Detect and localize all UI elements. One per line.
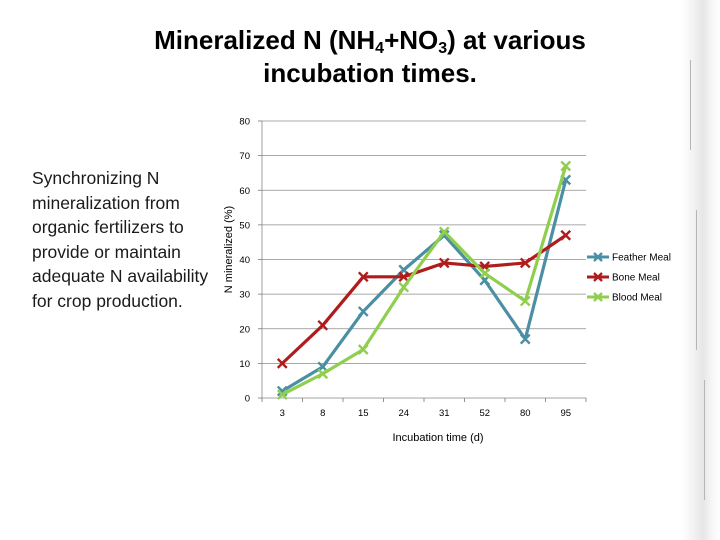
bone-meal-legend-label: Bone Meal bbox=[612, 273, 660, 284]
blood-meal-point bbox=[560, 160, 572, 172]
bone-meal-point bbox=[398, 271, 410, 283]
blood-meal-point bbox=[438, 226, 450, 238]
title-subscript-3: 3 bbox=[438, 40, 448, 57]
title-part-a: Mineralized N (NH bbox=[154, 25, 376, 55]
x-tick-label: 15 bbox=[358, 408, 369, 419]
marker-stroke bbox=[398, 271, 410, 283]
marker-stroke bbox=[593, 292, 603, 302]
title-part-b: +NO bbox=[384, 25, 439, 55]
chart-series bbox=[276, 160, 572, 400]
blood-meal-point bbox=[398, 281, 410, 293]
marker-stroke bbox=[519, 333, 531, 345]
marker-stroke bbox=[398, 281, 410, 293]
blood-meal-point bbox=[357, 344, 369, 355]
x-axis-title: Incubation time (d) bbox=[392, 432, 483, 444]
blood-meal-legend-label: Blood Meal bbox=[612, 293, 662, 304]
marker-stroke bbox=[438, 257, 450, 269]
bone-meal-point bbox=[317, 319, 329, 331]
marker-stroke bbox=[560, 174, 572, 186]
y-tick-label: 20 bbox=[239, 324, 250, 335]
blood-meal-point bbox=[317, 368, 329, 380]
x-tick-label: 3 bbox=[280, 408, 285, 419]
y-axis-ticks: 0 10 20 30 40 50 60 70 80 bbox=[239, 117, 250, 405]
blood-meal-legend-marker bbox=[593, 292, 603, 302]
y-tick-label: 30 bbox=[239, 290, 250, 301]
x-tick-label: 24 bbox=[398, 408, 409, 419]
feather-meal-point bbox=[357, 306, 369, 317]
feather-meal-legend-label: Feather Meal bbox=[612, 253, 671, 264]
x-axis-ticks: 3 8 15 24 31 52 80 95 bbox=[280, 408, 571, 419]
marker-stroke bbox=[276, 385, 288, 397]
slide-title: Mineralized N (NH4+NO3) at various incub… bbox=[150, 24, 590, 90]
marker-stroke bbox=[276, 358, 288, 369]
chart-axes bbox=[258, 120, 587, 402]
feather-meal-legend-marker bbox=[593, 252, 603, 262]
marker-stroke bbox=[479, 268, 491, 279]
marker-stroke bbox=[519, 295, 531, 307]
blood-meal-point bbox=[276, 389, 288, 400]
marker-stroke bbox=[438, 226, 450, 238]
marker-stroke bbox=[593, 252, 603, 262]
feather-meal-line bbox=[281, 179, 568, 393]
marker-stroke bbox=[519, 257, 531, 269]
x-tick-label: 31 bbox=[439, 408, 450, 419]
chart-legend: Feather Meal Bone Meal Blood Meal bbox=[587, 252, 671, 304]
blood-meal-line bbox=[281, 165, 568, 396]
bone-meal-point bbox=[560, 229, 572, 241]
y-tick-label: 50 bbox=[239, 220, 250, 231]
y-tick-label: 70 bbox=[239, 151, 250, 162]
decorative-edge bbox=[682, 0, 720, 540]
bone-meal-point bbox=[276, 358, 288, 369]
blood-meal-point bbox=[479, 268, 491, 279]
bone-meal-point bbox=[357, 271, 369, 283]
y-tick-label: 80 bbox=[239, 117, 250, 128]
y-tick-label: 60 bbox=[239, 186, 250, 197]
side-description: Synchronizing N mineralization from orga… bbox=[32, 168, 209, 311]
y-tick-label: 40 bbox=[239, 255, 250, 266]
bone-meal-line bbox=[281, 233, 567, 365]
marker-stroke bbox=[560, 229, 572, 241]
x-tick-label: 52 bbox=[479, 408, 490, 419]
bone-meal-legend-marker bbox=[593, 272, 603, 282]
marker-stroke bbox=[357, 306, 369, 317]
marker-stroke bbox=[276, 389, 288, 400]
feather-meal-point bbox=[519, 333, 531, 345]
marker-stroke bbox=[593, 272, 603, 282]
x-tick-label: 80 bbox=[520, 408, 531, 419]
marker-stroke bbox=[560, 160, 572, 172]
title-part-c: ) at various incubation times. bbox=[263, 25, 586, 88]
marker-stroke bbox=[357, 344, 369, 355]
x-tick-label: 95 bbox=[560, 408, 571, 419]
chart-gridlines bbox=[262, 120, 586, 364]
title-subscript-4: 4 bbox=[375, 40, 385, 57]
bone-meal-point bbox=[519, 257, 531, 269]
y-tick-label: 10 bbox=[239, 359, 250, 370]
x-tick-label: 8 bbox=[320, 408, 325, 419]
y-axis-title: N mineralized (%) bbox=[223, 206, 235, 293]
marker-stroke bbox=[357, 271, 369, 283]
y-tick-label: 0 bbox=[245, 394, 250, 405]
marker-stroke bbox=[317, 368, 329, 380]
blood-meal-point bbox=[519, 295, 531, 307]
bone-meal-point bbox=[438, 257, 450, 269]
marker-stroke bbox=[317, 319, 329, 331]
